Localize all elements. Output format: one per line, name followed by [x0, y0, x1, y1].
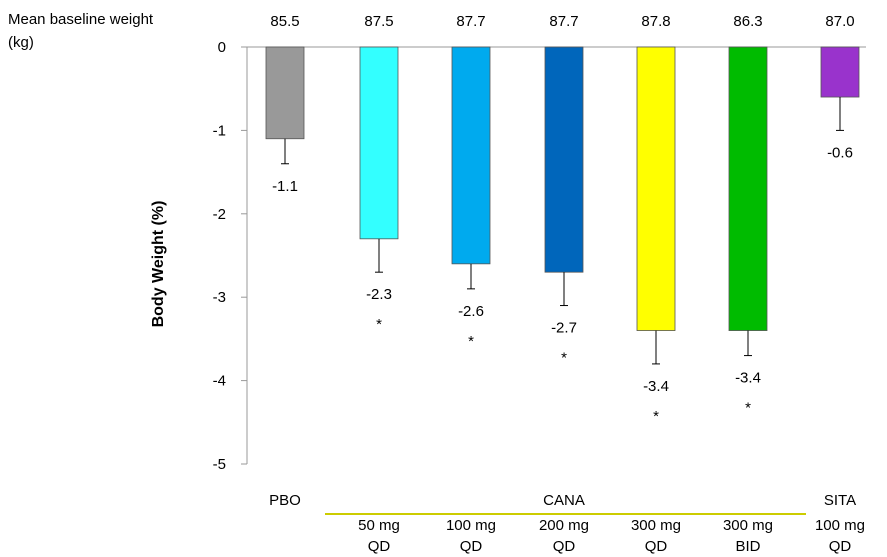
dose-frequency-label: QD: [460, 538, 483, 555]
bar: [820, 46, 860, 98]
significance-star: *: [561, 350, 567, 367]
significance-star: *: [745, 400, 751, 417]
bar: [544, 46, 584, 273]
bar: [265, 46, 305, 140]
dose-frequency-label: QD: [368, 538, 391, 555]
y-tick-label: -3: [213, 289, 226, 306]
baseline-weight-value: 86.3: [733, 13, 762, 30]
baseline-weight-value: 87.7: [456, 13, 485, 30]
bar: [636, 46, 676, 331]
dose-label: 100 mg: [815, 517, 865, 534]
axis-layer: 0 -1 -2 -3 -4 -5: [213, 39, 866, 473]
dose-label: 300 mg: [723, 517, 773, 534]
significance-star: *: [653, 408, 659, 425]
category-name: SITA: [824, 492, 856, 509]
data-label: -2.6: [458, 303, 484, 320]
baseline-title-line2: (kg): [8, 34, 34, 51]
y-tick-label: -4: [213, 373, 226, 390]
y-tick-label: -1: [213, 122, 226, 139]
y-tick-label: -2: [213, 206, 226, 223]
significance-star: *: [376, 316, 382, 333]
data-label: -3.4: [643, 378, 669, 395]
dose-frequency-label: QD: [553, 538, 576, 555]
data-label: -3.4: [735, 370, 761, 387]
bars-layer: [265, 46, 860, 365]
baseline-weight-value: 85.5: [270, 13, 299, 30]
data-label: -2.7: [551, 320, 577, 337]
bar: [728, 46, 768, 331]
baseline-weight-value: 87.8: [641, 13, 670, 30]
significance-star: *: [468, 333, 474, 350]
dose-frequency-label: QD: [829, 538, 852, 555]
bar: [359, 46, 399, 240]
y-tick-label: 0: [218, 39, 226, 56]
baseline-weight-value: 87.7: [549, 13, 578, 30]
data-label: -2.3: [366, 286, 392, 303]
dose-label: 100 mg: [446, 517, 496, 534]
category-name: PBO: [269, 492, 301, 509]
baseline-weight-value: 87.0: [825, 13, 854, 30]
dose-label: 300 mg: [631, 517, 681, 534]
dose-frequency-label: BID: [735, 538, 760, 555]
dose-label: 200 mg: [539, 517, 589, 534]
labels-layer: -1.1 85.5 PBO -2.3 * 87.5 50 mg QD -2.6 * 87.7 100 …: [269, 13, 865, 555]
y-tick-label: -5: [213, 456, 226, 473]
dose-label: 50 mg: [358, 517, 400, 534]
group-label-cana: CANA: [543, 492, 585, 509]
baseline-weight-value: 87.5: [364, 13, 393, 30]
data-label: -0.6: [827, 144, 853, 161]
bar: [451, 46, 491, 265]
baseline-title-line1: Mean baseline weight: [8, 11, 154, 28]
y-axis-label: Body Weight (%): [150, 201, 167, 328]
data-label: -1.1: [272, 178, 298, 195]
dose-frequency-label: QD: [645, 538, 668, 555]
